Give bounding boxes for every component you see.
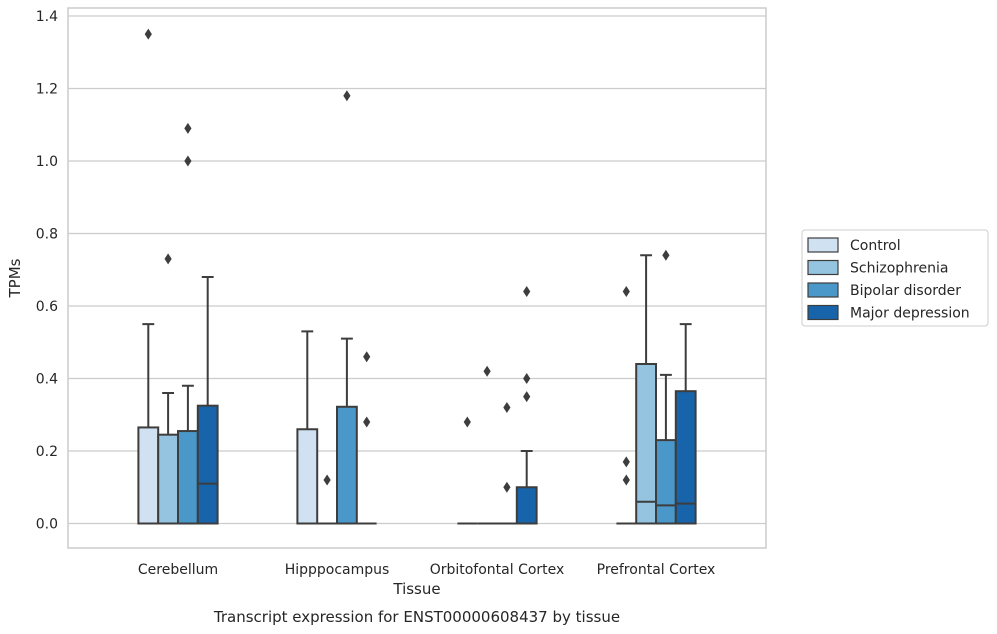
legend-item: Bipolar disorder bbox=[807, 282, 961, 299]
outlier-point bbox=[184, 122, 192, 134]
outlier-point bbox=[622, 474, 630, 486]
box bbox=[137, 426, 160, 525]
legend-swatch bbox=[807, 237, 839, 253]
outlier-point bbox=[523, 373, 531, 384]
box bbox=[515, 486, 538, 525]
box-group bbox=[515, 286, 538, 525]
outlier-point bbox=[503, 402, 511, 413]
x-tick-label: Cerebellum bbox=[138, 562, 218, 578]
box-group bbox=[497, 402, 517, 525]
legend-item: Control bbox=[807, 237, 901, 254]
legend-label: Bipolar disorder bbox=[850, 283, 961, 299]
outlier-point bbox=[622, 456, 630, 468]
box-series bbox=[137, 28, 697, 525]
box bbox=[336, 405, 358, 525]
box-group bbox=[477, 365, 497, 525]
box-group bbox=[674, 323, 697, 525]
legend-swatch bbox=[807, 304, 839, 321]
outlier-point bbox=[523, 286, 531, 297]
outlier-point bbox=[622, 286, 630, 297]
legend-label: Schizophrenia bbox=[850, 261, 948, 277]
y-tick-label: 0.2 bbox=[36, 444, 58, 460]
box-group bbox=[655, 249, 677, 525]
y-tick-label: 1.0 bbox=[36, 154, 58, 170]
box-group bbox=[196, 276, 219, 525]
y-tick-label: 0.8 bbox=[36, 227, 58, 243]
box bbox=[157, 433, 179, 525]
box bbox=[196, 404, 219, 525]
legend-item: Major depression bbox=[807, 304, 970, 322]
x-axis-label: Tissue bbox=[392, 580, 440, 598]
plot-frame bbox=[67, 7, 767, 549]
box-group bbox=[457, 416, 478, 525]
outlier-point bbox=[503, 481, 511, 493]
chart-caption: Transcript expression for ENST0000060843… bbox=[213, 608, 620, 626]
outlier-point bbox=[463, 416, 471, 428]
box bbox=[674, 390, 697, 525]
y-tick-labels: 0.0 0.2 0.4 0.6 0.8 1.0 1.2 1.4 bbox=[36, 9, 58, 533]
box-group bbox=[317, 474, 337, 525]
outlier-point bbox=[363, 351, 371, 363]
outlier-point bbox=[523, 391, 531, 403]
legend-label: Major depression bbox=[850, 306, 970, 322]
x-tick-label: Orbitofontal Cortex bbox=[430, 562, 565, 578]
series-bipolar-disorder bbox=[177, 90, 677, 525]
x-tick-label: Hipppocampus bbox=[285, 562, 390, 578]
outlier-point bbox=[184, 155, 192, 167]
y-tick-label: 0.6 bbox=[36, 299, 58, 315]
y-axis-label: TPMs bbox=[6, 258, 24, 298]
outlier-point bbox=[662, 249, 670, 261]
outlier-point bbox=[343, 90, 351, 102]
legend: Control Schizophrenia Bipolar disorder Majo… bbox=[801, 229, 989, 327]
box-group bbox=[616, 286, 637, 525]
box-group bbox=[177, 122, 199, 525]
y-tick-label: 1.2 bbox=[36, 82, 58, 98]
box-group bbox=[336, 90, 358, 525]
series-major-depression bbox=[196, 276, 697, 525]
legend-swatch bbox=[807, 259, 839, 276]
y-tick-label: 0.0 bbox=[36, 517, 58, 533]
legend-label: Control bbox=[850, 238, 901, 254]
box-group bbox=[356, 351, 377, 525]
y-tick-label: 1.4 bbox=[36, 9, 58, 25]
legend-item: Schizophrenia bbox=[807, 259, 948, 277]
y-tick-label: 0.4 bbox=[36, 372, 58, 388]
box-group bbox=[296, 330, 319, 525]
outlier-point bbox=[483, 365, 491, 377]
legend-swatch bbox=[807, 282, 839, 298]
outlier-point bbox=[144, 28, 152, 40]
box bbox=[655, 439, 677, 525]
outlier-point bbox=[363, 416, 371, 428]
outlier-point bbox=[323, 474, 331, 486]
series-schizophrenia bbox=[157, 253, 658, 525]
x-tick-labels: Cerebellum Hipppocampus Orbitofontal Corte… bbox=[138, 562, 715, 578]
legend-frame bbox=[801, 229, 989, 327]
outlier-point bbox=[164, 253, 172, 265]
series-control bbox=[137, 28, 637, 525]
box-group bbox=[137, 28, 160, 525]
box bbox=[177, 430, 199, 525]
x-tick-label: Prefrontal Cortex bbox=[597, 562, 716, 578]
box bbox=[296, 428, 319, 525]
box bbox=[635, 363, 658, 525]
